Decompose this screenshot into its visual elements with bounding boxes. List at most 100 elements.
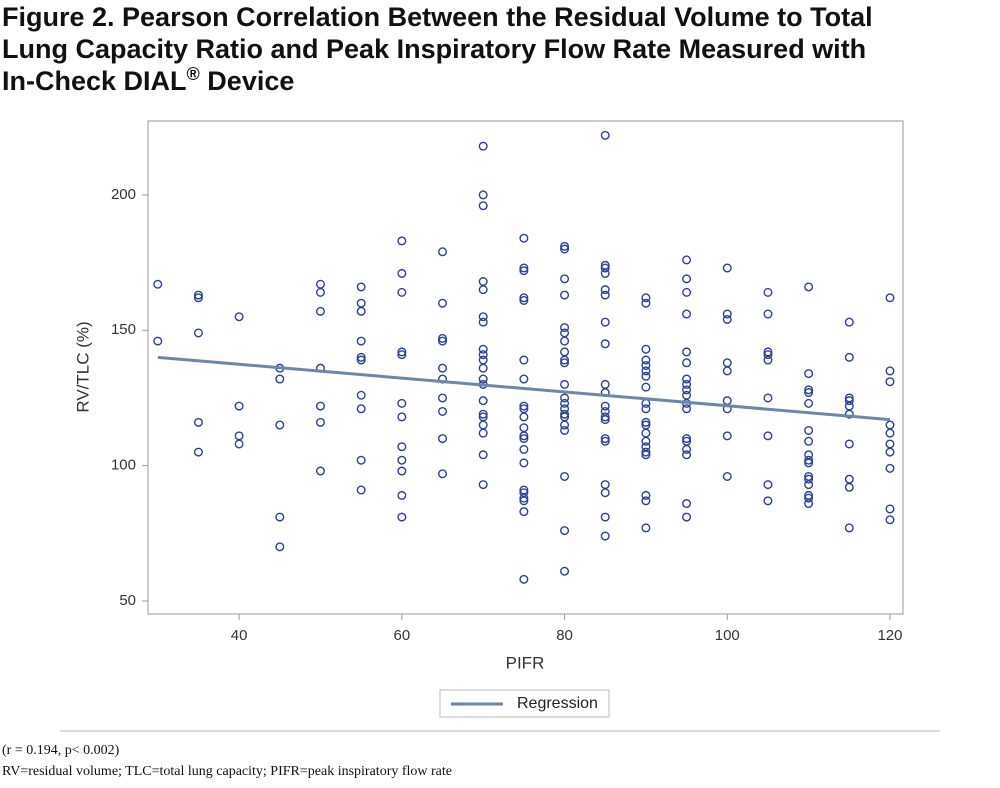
y-tick-label: 100	[111, 457, 136, 474]
point	[641, 496, 651, 506]
point	[600, 290, 610, 300]
plot-frame	[147, 120, 904, 615]
point	[356, 282, 366, 292]
point	[885, 439, 895, 449]
point	[560, 347, 570, 357]
point	[560, 471, 570, 481]
point	[600, 434, 610, 444]
point	[844, 409, 854, 419]
point	[397, 442, 407, 452]
point	[682, 404, 692, 414]
point	[600, 317, 610, 327]
point	[763, 393, 773, 403]
point	[519, 355, 529, 365]
point	[519, 412, 529, 422]
point	[397, 455, 407, 465]
title-text: Device	[200, 66, 295, 96]
point	[478, 420, 488, 430]
point	[438, 469, 448, 479]
point	[478, 201, 488, 211]
point	[519, 295, 529, 305]
x-tick-label: 60	[393, 627, 410, 644]
point	[763, 350, 773, 360]
point	[763, 287, 773, 297]
x-tick-label: 120	[877, 627, 902, 644]
y-tick-label: 50	[119, 592, 136, 609]
point	[397, 268, 407, 278]
point	[844, 317, 854, 327]
point	[682, 450, 692, 460]
point	[641, 382, 651, 392]
point	[193, 447, 203, 457]
point	[600, 412, 610, 422]
point	[153, 279, 163, 289]
point	[438, 363, 448, 373]
point	[885, 428, 895, 438]
title-line: Lung Capacity Ratio and Peak Inspiratory…	[2, 34, 866, 64]
x-tick-label: 40	[231, 627, 248, 644]
note: (r = 0.194, p< 0.002)	[2, 743, 120, 758]
point	[356, 355, 366, 365]
point	[275, 512, 285, 522]
point	[722, 471, 732, 481]
point	[641, 298, 651, 308]
point	[356, 390, 366, 400]
point	[600, 339, 610, 349]
point	[641, 404, 651, 414]
point	[844, 439, 854, 449]
point	[641, 428, 651, 438]
point	[641, 355, 651, 365]
point	[397, 412, 407, 422]
point	[356, 306, 366, 316]
point	[600, 512, 610, 522]
x-tick-label: 80	[556, 627, 573, 644]
point	[722, 366, 732, 376]
title-line: In-Check DIAL® Device	[2, 64, 294, 96]
point	[519, 266, 529, 276]
point	[356, 485, 366, 495]
point	[438, 434, 448, 444]
point	[804, 493, 814, 503]
point	[641, 447, 651, 457]
point	[560, 336, 570, 346]
point	[560, 425, 570, 435]
point	[478, 396, 488, 406]
point	[763, 309, 773, 319]
point	[519, 444, 529, 454]
point	[682, 512, 692, 522]
point	[600, 130, 610, 140]
point	[478, 363, 488, 373]
title-sup: ®	[187, 64, 200, 84]
point	[885, 293, 895, 303]
point	[682, 499, 692, 509]
point	[560, 290, 570, 300]
point	[641, 344, 651, 354]
point	[722, 431, 732, 441]
point	[600, 263, 610, 273]
point	[397, 236, 407, 246]
point	[193, 417, 203, 427]
point	[641, 360, 651, 370]
point	[641, 417, 651, 427]
point	[804, 398, 814, 408]
point	[315, 306, 325, 316]
point	[519, 574, 529, 584]
point	[234, 401, 244, 411]
point	[397, 350, 407, 360]
point	[315, 466, 325, 476]
point	[885, 366, 895, 376]
point	[560, 358, 570, 368]
point	[763, 496, 773, 506]
point	[682, 434, 692, 444]
point	[722, 309, 732, 319]
point	[763, 431, 773, 441]
point	[641, 523, 651, 533]
point	[315, 287, 325, 297]
y-tick-label: 200	[111, 186, 136, 203]
point	[885, 463, 895, 473]
point	[763, 480, 773, 490]
point	[560, 526, 570, 536]
point	[844, 482, 854, 492]
point	[519, 458, 529, 468]
